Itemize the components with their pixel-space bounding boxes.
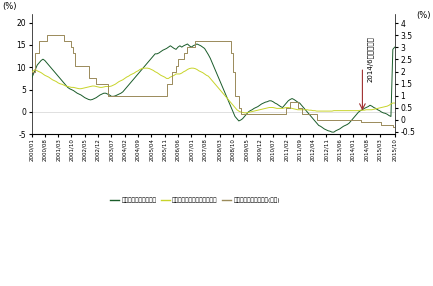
Y-axis label: (%): (%) [3, 2, 17, 11]
Y-axis label: (%): (%) [417, 11, 431, 20]
Text: 2014/6實施負利率: 2014/6實施負利率 [367, 36, 374, 82]
Legend: 非金融公司貸款年增率, 家庭及非營利組織貸款年增率, 歐洲央行隔夜存款利率(右軸): 非金融公司貸款年增率, 家庭及非營利組織貸款年增率, 歐洲央行隔夜存款利率(右軸… [108, 195, 282, 206]
